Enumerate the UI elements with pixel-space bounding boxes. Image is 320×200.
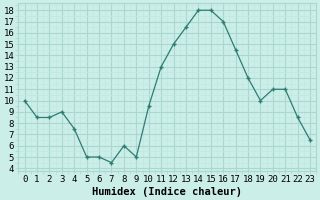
X-axis label: Humidex (Indice chaleur): Humidex (Indice chaleur): [92, 186, 242, 197]
